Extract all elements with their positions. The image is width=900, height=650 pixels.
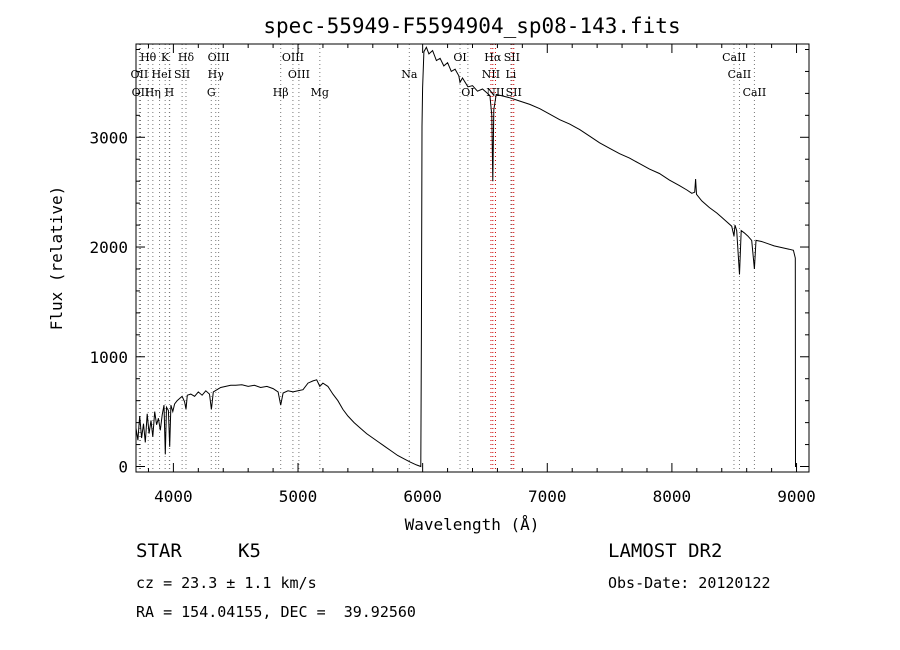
spectrum-line bbox=[135, 46, 797, 468]
plot-frame bbox=[135, 43, 810, 473]
spectral-line-label: K bbox=[161, 51, 170, 64]
spectral-line-label: SII bbox=[174, 68, 190, 81]
y-tick-label: 1000 bbox=[89, 348, 128, 367]
spectral-line-label: He bbox=[152, 68, 168, 81]
x-axis-ticks: 4000 5000 6000 7000 8000 9000 bbox=[147, 44, 816, 506]
redshift-value: cz = 23.3 ± 1.1 km/s bbox=[136, 574, 317, 592]
spectral-line-label: SII bbox=[506, 86, 522, 99]
y-tick-label: 0 bbox=[118, 458, 128, 477]
x-tick-label: 9000 bbox=[777, 487, 816, 506]
spectral-line-label: Hγ bbox=[208, 68, 225, 81]
spectral-line-label: H bbox=[165, 86, 175, 99]
observation-date: Obs-Date: 20120122 bbox=[608, 574, 771, 592]
x-tick-label: 5000 bbox=[279, 487, 318, 506]
spectral-line-label: CaII bbox=[743, 86, 767, 99]
y-axis-ticks: 0 1000 2000 3000 bbox=[89, 48, 809, 477]
survey-name: LAMOST DR2 bbox=[608, 540, 723, 562]
spectral-line-label: OIII bbox=[288, 68, 310, 81]
spectral-line-label: OI bbox=[461, 86, 474, 99]
object-class: STAR bbox=[136, 540, 182, 562]
spectral-line-label: Hθ bbox=[140, 51, 157, 64]
x-tick-label: 7000 bbox=[528, 487, 567, 506]
spectral-line-label: CaII bbox=[722, 51, 746, 64]
spectral-line-label: Mg bbox=[311, 86, 329, 99]
spectral-line-label: OIII bbox=[282, 51, 304, 64]
y-axis-label: Flux (relative) bbox=[47, 186, 66, 331]
object-subclass: K5 bbox=[238, 540, 261, 562]
spectral-line-label: Hα bbox=[484, 51, 502, 64]
spectral-line-label: Li bbox=[505, 68, 516, 81]
spectral-line-label: Hδ bbox=[178, 51, 195, 64]
x-tick-label: 6000 bbox=[403, 487, 442, 506]
spectral-line-label: OII bbox=[131, 68, 149, 81]
x-axis-label: Wavelength (Å) bbox=[405, 515, 540, 534]
spectral-line-label: G bbox=[207, 86, 216, 99]
y-tick-label: 3000 bbox=[89, 128, 128, 147]
spectral-line-label: SII bbox=[504, 51, 520, 64]
spectral-line-label: OIII bbox=[208, 51, 230, 64]
spectral-line-label: NII bbox=[482, 68, 500, 81]
spectral-line-label: Hη bbox=[145, 86, 161, 99]
chart-title: spec-55949-F5594904_sp08-143.fits bbox=[263, 14, 680, 38]
spectral-line-label: OI bbox=[453, 51, 466, 64]
spectral-line-label: Hβ bbox=[273, 86, 289, 99]
coordinates: RA = 154.04155, DEC = 39.92560 bbox=[136, 603, 416, 621]
spectral-line-label: Na bbox=[401, 68, 418, 81]
y-tick-label: 2000 bbox=[89, 238, 128, 257]
x-tick-label: 4000 bbox=[154, 487, 193, 506]
spectral-line-label: I bbox=[167, 68, 171, 81]
x-tick-label: 8000 bbox=[653, 487, 692, 506]
spectral-line-markers bbox=[138, 44, 755, 472]
spectral-line-label: CaII bbox=[728, 68, 752, 81]
